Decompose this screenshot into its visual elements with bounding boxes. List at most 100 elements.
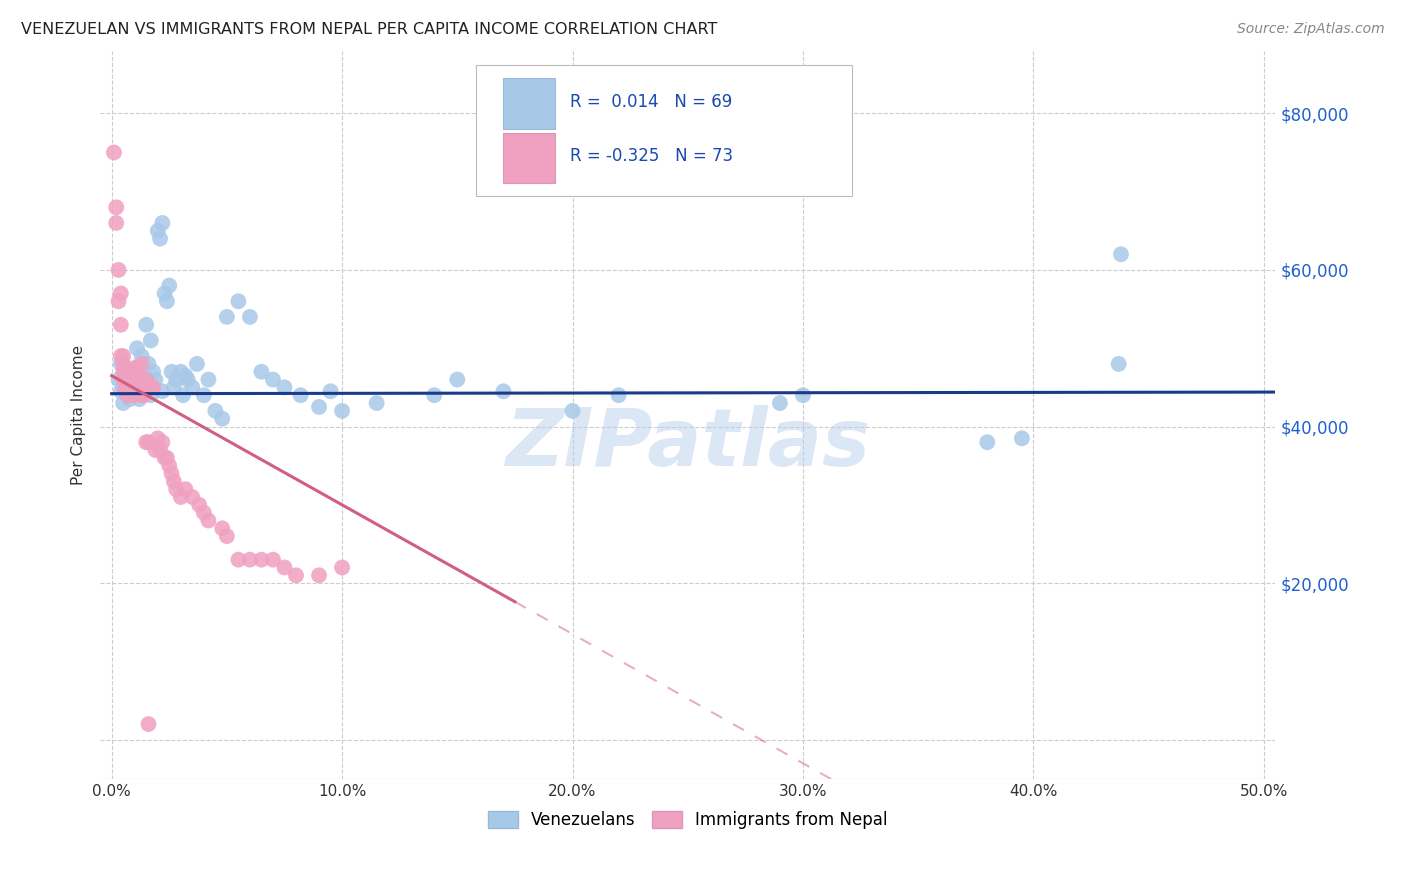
Point [114,360,136,375]
Point [174,368,197,383]
Point [110,357,132,371]
Point [112,365,135,379]
Point [107,294,129,309]
Point [110,318,132,332]
Point [273,380,295,394]
Point [215,529,238,543]
Point [308,568,330,582]
Point [176,373,198,387]
Text: VENEZUELAN VS IMMIGRANTS FROM NEPAL PER CAPITA INCOME CORRELATION CHART: VENEZUELAN VS IMMIGRANTS FROM NEPAL PER … [21,22,717,37]
Point [138,435,160,450]
Point [128,384,150,399]
Point [156,450,179,465]
Point [163,380,186,394]
Point [174,482,197,496]
Point [186,357,208,371]
Point [131,373,153,387]
Point [132,380,155,394]
Point [1109,247,1132,261]
Point [105,216,128,230]
Point [172,388,194,402]
Point [193,506,215,520]
Y-axis label: Per Capita Income: Per Capita Income [72,344,86,485]
Point [103,145,125,160]
Point [1011,431,1033,445]
Point [262,373,284,387]
Point [157,458,180,473]
Point [228,552,250,566]
Point [121,384,143,399]
Point [114,380,136,394]
Point [181,380,204,394]
Point [976,435,998,450]
Point [105,200,128,214]
Point [146,431,169,445]
Point [366,396,388,410]
Point [239,310,262,324]
Text: R = -0.325   N = 73: R = -0.325 N = 73 [571,147,734,165]
Point [769,396,792,410]
Text: R =  0.014   N = 69: R = 0.014 N = 69 [571,93,733,111]
Point [114,384,136,399]
Point [165,482,187,496]
Point [330,560,353,574]
Point [117,380,139,394]
Point [239,552,262,566]
Point [132,388,155,402]
Point [131,388,153,402]
Point [135,435,157,450]
Point [121,368,143,383]
Point [170,365,193,379]
Point [181,490,204,504]
Point [197,373,219,387]
Point [138,357,160,371]
Point [607,388,630,402]
Point [150,216,173,230]
Point [124,380,146,394]
Point [124,373,146,387]
FancyBboxPatch shape [503,78,555,128]
Point [160,467,183,481]
Point [145,373,167,387]
Point [112,373,135,387]
Point [131,349,153,363]
Point [792,388,814,402]
Point [188,498,211,512]
Point [124,360,146,375]
Point [197,514,219,528]
Point [110,384,132,399]
Point [157,278,180,293]
Point [330,404,353,418]
Point [132,380,155,394]
Legend: Venezuelans, Immigrants from Nepal: Venezuelans, Immigrants from Nepal [481,805,894,836]
Point [120,373,142,387]
Point [128,392,150,406]
Point [117,388,139,402]
Point [131,357,153,371]
FancyBboxPatch shape [477,65,852,196]
Point [112,396,135,410]
Point [121,388,143,402]
Point [120,388,142,402]
Point [160,365,183,379]
Point [146,224,169,238]
Point [211,411,233,425]
Point [285,568,308,582]
Point [215,310,238,324]
Point [125,368,148,383]
Point [114,373,136,387]
Point [423,388,446,402]
Point [250,552,273,566]
Point [117,388,139,402]
Point [193,388,215,402]
Point [135,318,157,332]
Point [165,373,187,387]
Point [124,388,146,402]
Point [150,435,173,450]
Point [149,232,172,246]
Point [308,400,330,414]
Point [110,349,132,363]
Point [561,404,583,418]
Point [273,560,295,574]
Point [262,552,284,566]
